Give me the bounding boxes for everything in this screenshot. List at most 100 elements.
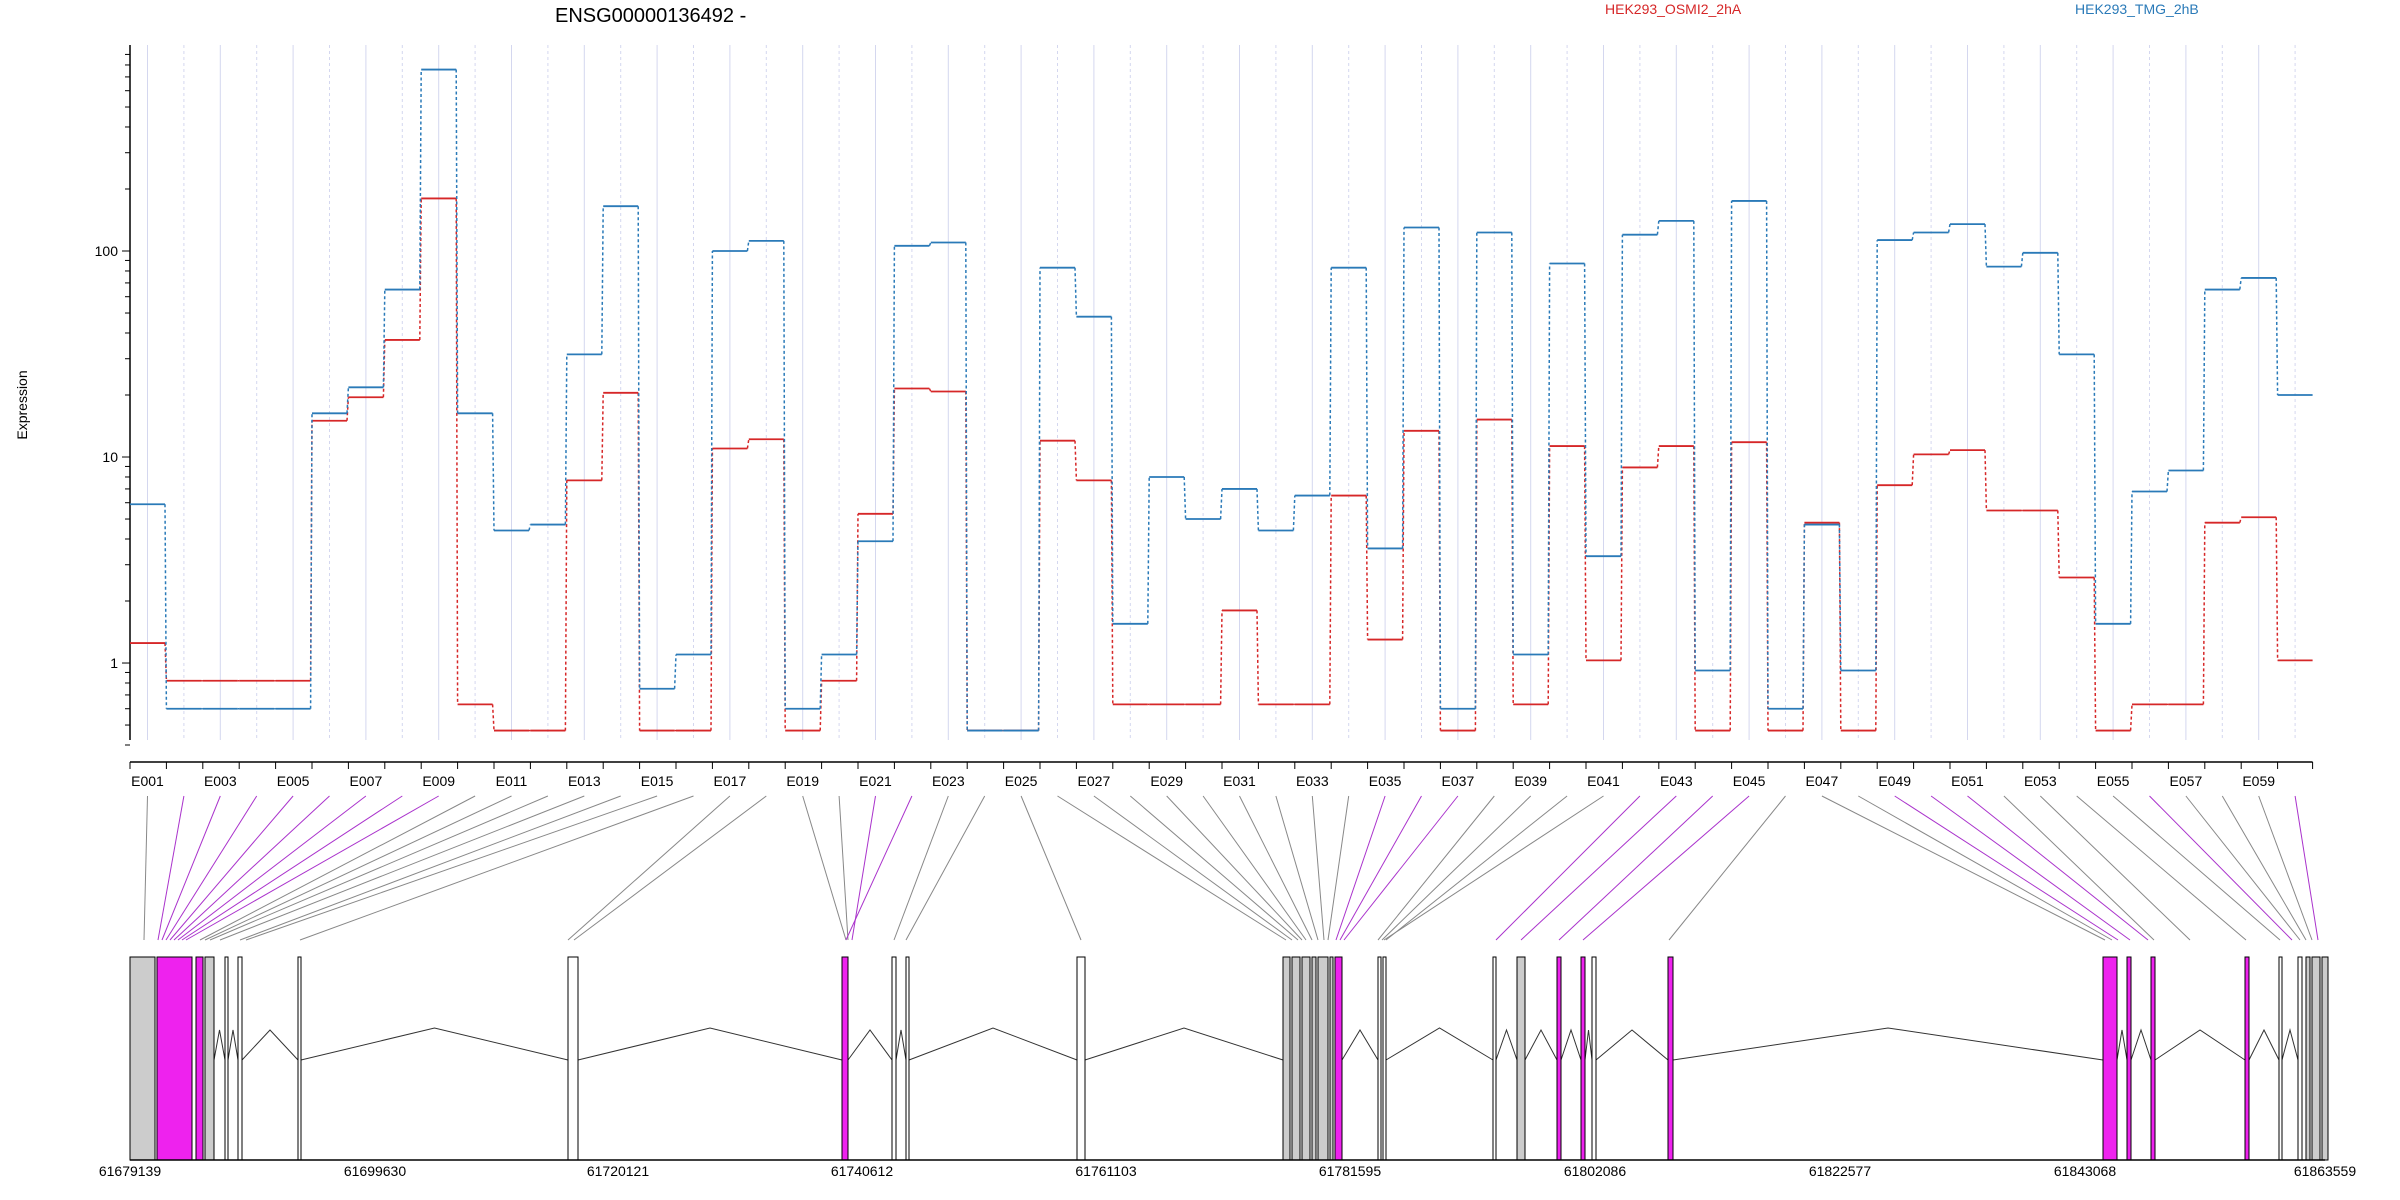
series-connector (346, 387, 350, 414)
series-connector (346, 397, 350, 421)
exon-connector (851, 795, 876, 941)
series-connector (1984, 224, 1988, 267)
exon-block (1282, 956, 1291, 1161)
intron-line (1672, 1027, 2104, 1061)
series-connector (965, 242, 968, 731)
series-connector (455, 198, 459, 705)
legend-series-osmi2[interactable]: HEK293_OSMI2_2hA (1605, 1, 1742, 17)
exon-connector (567, 795, 731, 941)
series-connector (1875, 240, 1878, 671)
series-connector (1147, 476, 1150, 624)
exon-connector (1202, 795, 1307, 941)
exon-connector (1668, 795, 1786, 941)
x-tick-label: E001 (131, 773, 164, 789)
series-connector (1947, 224, 1951, 233)
exon-connector (1520, 795, 1677, 941)
series-connector (601, 392, 604, 481)
series-connector (2057, 510, 2060, 578)
series-connector (1656, 446, 1660, 468)
x-tick-label: E047 (1806, 773, 1839, 789)
exon-connector (245, 795, 658, 941)
exon-connector (157, 795, 185, 941)
exon-block (891, 956, 897, 1161)
genomic-tick-label: 61863559 (2294, 1163, 2357, 1179)
exon-connector (143, 795, 148, 941)
intron-line (2248, 1028, 2280, 1061)
x-tick-label: E019 (786, 773, 819, 789)
intron-line (908, 1027, 1078, 1061)
intron-line (1595, 1029, 1669, 1061)
x-tick-label: E025 (1005, 773, 1038, 789)
exon-block (1492, 956, 1497, 1161)
series-connector (1729, 200, 1733, 671)
exon-block (297, 956, 302, 1161)
exon-block (567, 956, 579, 1161)
exon-block (204, 956, 215, 1161)
x-tick-label: E031 (1223, 773, 1256, 789)
exon-connectors (143, 795, 2319, 941)
exon-block (129, 956, 156, 1161)
exon-connector (1558, 795, 1714, 941)
intron-line (895, 1029, 907, 1061)
series-connector (1656, 220, 1660, 235)
exon-connector (1343, 795, 1459, 941)
exon-block (1377, 956, 1382, 1161)
intron-line (1524, 1028, 1558, 1061)
series-connector (1292, 495, 1296, 531)
series-connector (1947, 449, 1951, 455)
y-tick-label: 10 (102, 449, 118, 465)
exon-connector (1377, 795, 1495, 941)
genomic-tick-label: 61843068 (2054, 1163, 2117, 1179)
series-connector (1911, 232, 1915, 241)
plot-series (130, 68, 2313, 732)
exon-connector (1582, 795, 1750, 941)
legend-series-tmg[interactable]: HEK293_TMG_2hB (2075, 1, 2199, 17)
x-tick-label: E057 (2170, 773, 2203, 789)
exon-block (1382, 956, 1387, 1161)
x-tick-label: E003 (204, 773, 237, 789)
exon-connector (2185, 795, 2301, 941)
chart-title: ENSG00000136492 - (555, 5, 746, 27)
series-connector (1329, 495, 1332, 705)
genomic-tick-label: 61740612 (831, 1163, 894, 1179)
series-connector (783, 240, 786, 709)
exon-block (1301, 956, 1311, 1161)
intron-line (300, 1027, 569, 1061)
series-connector (455, 69, 459, 414)
exon-connector (1894, 795, 2119, 941)
exon-connector (802, 795, 847, 941)
series-connector (2239, 277, 2242, 290)
series-connector (710, 251, 714, 655)
series-connector (491, 704, 495, 731)
series-connector (2093, 354, 2097, 624)
series-connector (2057, 252, 2060, 355)
exon-block (2126, 956, 2132, 1161)
intron-line (1584, 1029, 1593, 1061)
series-connector (2202, 289, 2206, 471)
x-tick-label: E011 (496, 773, 528, 789)
y-axis: 1 10 100 (95, 45, 131, 746)
series-connector (855, 541, 859, 655)
series-connector (2166, 470, 2170, 492)
series-connector (1765, 200, 1769, 709)
genomic-tick-label: 61699630 (344, 1163, 407, 1179)
exon-block (1317, 956, 1329, 1161)
genomic-tick-label: 61761103 (1075, 1163, 1136, 1179)
series-connector (419, 69, 422, 290)
x-tick-label: E007 (350, 773, 383, 789)
x-tick-label: E005 (277, 773, 310, 789)
series-connector (2275, 517, 2279, 661)
series-connector (1474, 232, 1478, 709)
exon-connector (1239, 795, 1313, 941)
series-connector (1583, 263, 1587, 557)
exon-connector (1339, 795, 1422, 941)
exon-connector (838, 795, 849, 941)
exon-block (2102, 956, 2118, 1161)
series-connector (746, 439, 750, 449)
series-connector (928, 242, 932, 247)
series-connector (1547, 263, 1551, 655)
x-tick-label: E023 (932, 773, 965, 789)
exon-block (195, 956, 204, 1161)
exon-connector (2294, 795, 2319, 941)
exon-connector (2003, 795, 2155, 941)
